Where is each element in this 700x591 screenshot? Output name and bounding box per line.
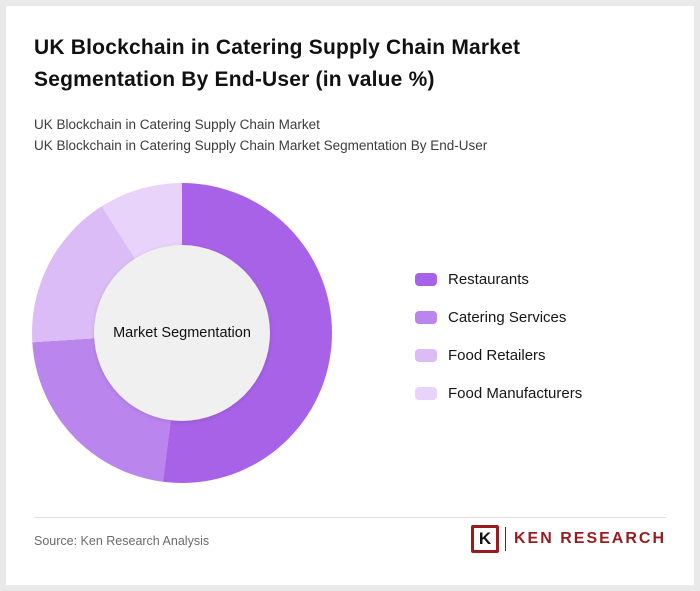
donut-center-label: Market Segmentation [113, 325, 251, 341]
logo-text: KEN RESEARCH [513, 530, 666, 547]
donut-center: Market Segmentation [94, 245, 270, 421]
chart-card: UK Blockchain in Catering Supply Chain M… [6, 6, 694, 585]
page-title: UK Blockchain in Catering Supply Chain M… [34, 36, 521, 91]
legend-swatch-restaurants [415, 272, 437, 286]
legend-item-food-retailers: Food Retailers [415, 343, 582, 367]
legend-label: Food Manufacturers [448, 384, 583, 402]
legend-item-food-manufacturers: Food Manufacturers [415, 381, 582, 405]
legend-swatch-food-manufacturers [415, 386, 437, 400]
subtitle-line-1: UK Blockchain in Catering Supply Chain M… [34, 117, 320, 132]
logo-k-icon: K [470, 525, 499, 553]
legend-label: Catering Services [448, 308, 567, 326]
legend-item-restaurants: Restaurants [415, 267, 582, 291]
legend-label: Restaurants [448, 270, 529, 288]
subtitle-line-2: UK Blockchain in Catering Supply Chain M… [34, 138, 488, 153]
legend-swatch-food-retailers [415, 348, 437, 362]
ken-research-logo: K KEN RESEARCH [470, 525, 666, 553]
logo-divider [504, 527, 506, 551]
subtitle-block: UK Blockchain in Catering Supply Chain M… [34, 114, 487, 156]
legend-label: Food Retailers [448, 346, 546, 364]
donut-chart: Market Segmentation [32, 183, 332, 483]
footer-divider [34, 517, 666, 518]
legend-swatch-catering-services [415, 310, 437, 324]
source-text: Source: Ken Research Analysis [34, 534, 210, 548]
chart-legend: Restaurants Catering Services Food Retai… [415, 267, 582, 419]
legend-item-catering-services: Catering Services [415, 305, 582, 329]
